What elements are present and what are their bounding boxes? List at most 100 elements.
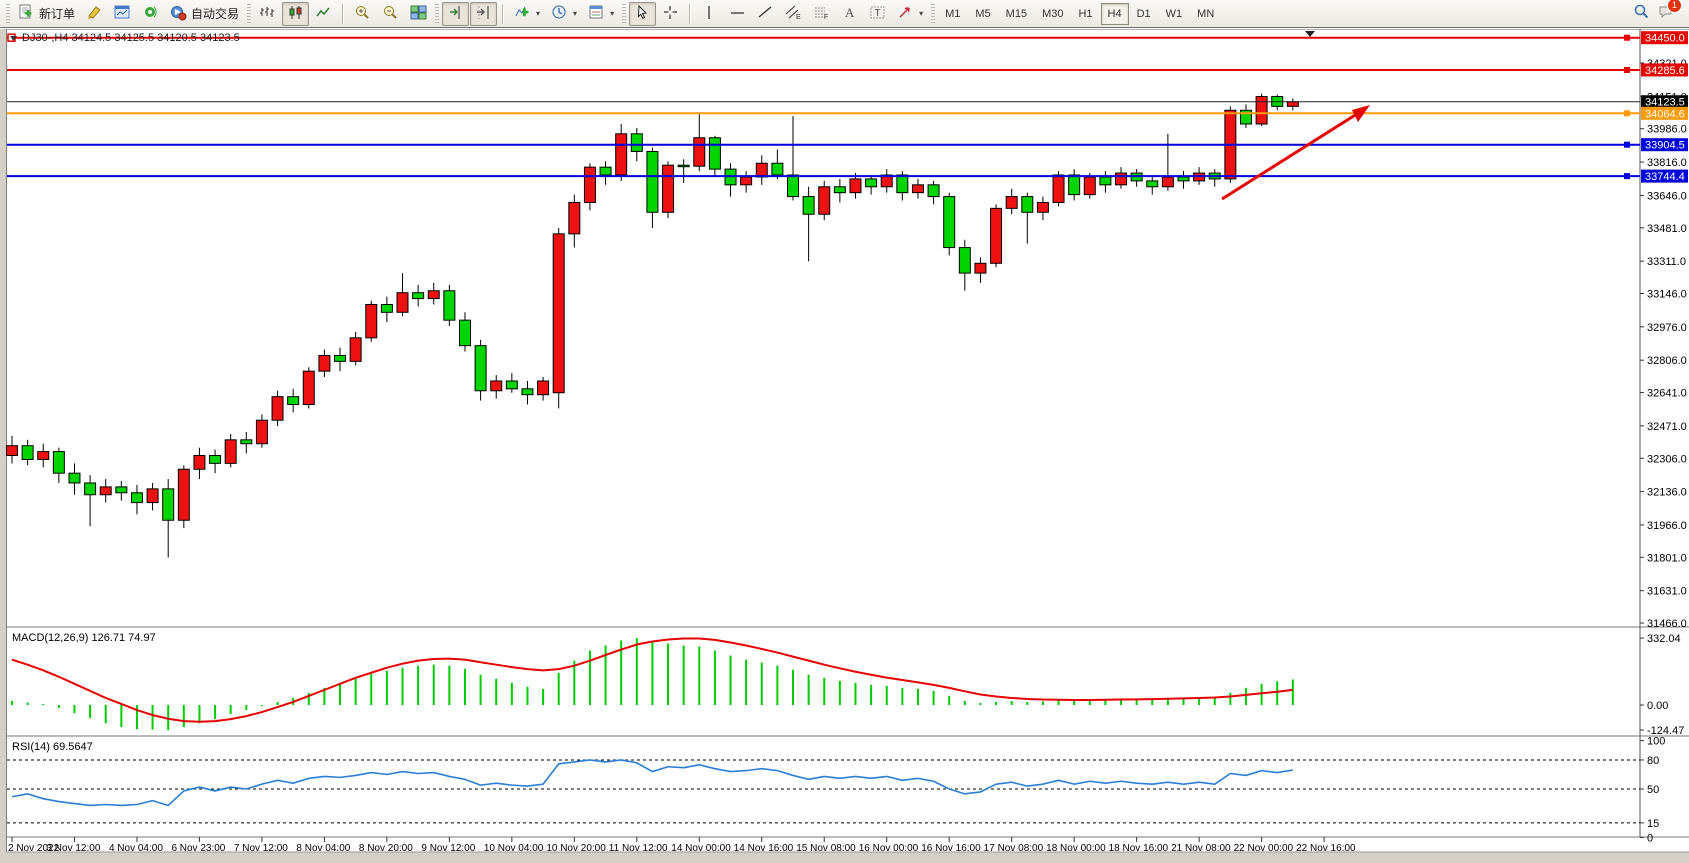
candle-body[interactable] xyxy=(771,162,784,176)
candle-body[interactable] xyxy=(209,455,222,464)
candle-body[interactable] xyxy=(68,472,81,484)
resistance-line-1-handle[interactable] xyxy=(1624,34,1630,41)
candle-body[interactable] xyxy=(1099,176,1112,186)
candle-body[interactable] xyxy=(177,468,190,521)
candle-body[interactable] xyxy=(130,492,143,504)
chevron-down-icon[interactable]: ▾ xyxy=(610,9,615,18)
candle-body[interactable] xyxy=(1021,196,1034,213)
new-order-button[interactable]: 新订单 xyxy=(13,2,80,26)
label-button[interactable]: T xyxy=(864,2,891,26)
candle-body[interactable] xyxy=(162,488,175,521)
chevron-down-icon[interactable]: ▾ xyxy=(919,9,924,18)
timeframe-mn[interactable]: MN xyxy=(1197,7,1215,20)
candle-body[interactable] xyxy=(146,488,159,504)
candle-body[interactable] xyxy=(1005,196,1018,209)
chevron-down-icon[interactable]: ▾ xyxy=(573,9,578,18)
candle-body[interactable] xyxy=(943,196,956,249)
candle-body[interactable] xyxy=(1177,176,1190,182)
vline-button[interactable] xyxy=(696,2,723,26)
candle-body[interactable] xyxy=(818,186,831,215)
candle-body[interactable] xyxy=(52,451,65,474)
candle-body[interactable] xyxy=(833,186,846,194)
trend-arrow[interactable] xyxy=(1221,110,1361,201)
candle-body[interactable] xyxy=(787,174,799,198)
candle-body[interactable] xyxy=(6,445,18,457)
resistance-line-2-handle[interactable] xyxy=(1624,66,1630,73)
candle-body[interactable] xyxy=(427,290,440,300)
candle-body[interactable] xyxy=(224,439,237,464)
candle-body[interactable] xyxy=(646,150,659,213)
candle-body[interactable] xyxy=(974,262,987,274)
zoom-in-button[interactable] xyxy=(349,2,376,26)
candle-body[interactable] xyxy=(521,388,534,396)
bars-chart-button[interactable] xyxy=(254,2,281,26)
auto-trading-button[interactable]: 自动交易 xyxy=(165,2,244,26)
periods-button[interactable]: ▾ xyxy=(546,2,582,26)
candle-body[interactable] xyxy=(490,380,503,392)
chart-shift-button[interactable] xyxy=(442,1,470,26)
timeframe-d1[interactable]: D1 xyxy=(1136,7,1151,20)
candle-body[interactable] xyxy=(271,396,284,421)
candle-body[interactable] xyxy=(865,178,878,188)
indicators-button[interactable]: ▾ xyxy=(509,2,545,26)
price-scale[interactable]: 34321.034151.033986.033816.033646.033481… xyxy=(1640,58,1687,630)
candle-body[interactable] xyxy=(740,176,753,186)
candle-body[interactable] xyxy=(1083,176,1096,196)
chart-area[interactable]: 34321.034151.033986.033816.033646.033481… xyxy=(0,29,1689,863)
candle-body[interactable] xyxy=(318,354,331,372)
candle-body[interactable] xyxy=(990,207,1003,264)
candle-body[interactable] xyxy=(349,337,362,362)
candle-body[interactable] xyxy=(1239,109,1252,125)
trendline-button[interactable] xyxy=(752,2,779,26)
candle-body[interactable] xyxy=(1036,201,1049,213)
notifications-icon[interactable]: 1 xyxy=(1658,0,1682,25)
timeframe-m5[interactable]: M5 xyxy=(975,7,991,20)
candle-body[interactable] xyxy=(1255,96,1268,125)
candle-body[interactable] xyxy=(677,164,690,168)
chart-shift-marker[interactable] xyxy=(1305,31,1315,37)
sound-alert-button[interactable] xyxy=(137,2,164,26)
blue-support-line-2-handle[interactable] xyxy=(1624,173,1630,180)
candle-body[interactable] xyxy=(568,201,581,235)
candle-body[interactable] xyxy=(443,290,456,321)
orange-support-line-handle[interactable] xyxy=(1624,110,1630,117)
candle-body[interactable] xyxy=(458,319,471,347)
search-icon[interactable] xyxy=(1633,3,1650,25)
line-chart-button[interactable] xyxy=(310,2,337,26)
candles-chart-button[interactable] xyxy=(282,1,310,26)
candle-body[interactable] xyxy=(615,133,628,176)
candle-body[interactable] xyxy=(412,292,425,300)
timeframe-h1[interactable]: H1 xyxy=(1078,7,1093,20)
candle-body[interactable] xyxy=(302,370,315,406)
channel-button[interactable]: E xyxy=(780,2,807,26)
timeframe-m30[interactable]: M30 xyxy=(1042,7,1064,20)
chevron-down-icon[interactable]: ▾ xyxy=(536,9,541,18)
candle-body[interactable] xyxy=(365,303,378,339)
chart-window-button[interactable] xyxy=(109,2,136,26)
shapes-button[interactable]: ▾ xyxy=(892,2,928,26)
candle-body[interactable] xyxy=(193,455,206,470)
candle-body[interactable] xyxy=(755,162,768,178)
fibonacci-button[interactable]: F xyxy=(808,2,835,26)
timeframe-m15[interactable]: M15 xyxy=(1005,7,1028,20)
templates-button[interactable]: ▾ xyxy=(583,2,619,26)
candle-body[interactable] xyxy=(1115,172,1128,186)
candle-body[interactable] xyxy=(84,482,97,496)
auto-scroll-button[interactable] xyxy=(470,1,498,26)
timeframe-h4[interactable]: H4 xyxy=(1100,2,1129,25)
candle-body[interactable] xyxy=(21,445,34,460)
candle-body[interactable] xyxy=(927,184,940,198)
candle-body[interactable] xyxy=(537,380,550,396)
crosshair-button[interactable] xyxy=(657,2,684,26)
candle-body[interactable] xyxy=(911,184,924,194)
candle-body[interactable] xyxy=(255,419,268,445)
candle-body[interactable] xyxy=(287,396,300,406)
candle-body[interactable] xyxy=(802,196,815,215)
blue-support-line-1-handle[interactable] xyxy=(1624,141,1630,148)
candle-body[interactable] xyxy=(662,164,675,213)
zoom-out-button[interactable] xyxy=(377,2,404,26)
candle-body[interactable] xyxy=(1068,174,1081,196)
candle-body[interactable] xyxy=(896,174,909,194)
candle-body[interactable] xyxy=(880,174,893,188)
